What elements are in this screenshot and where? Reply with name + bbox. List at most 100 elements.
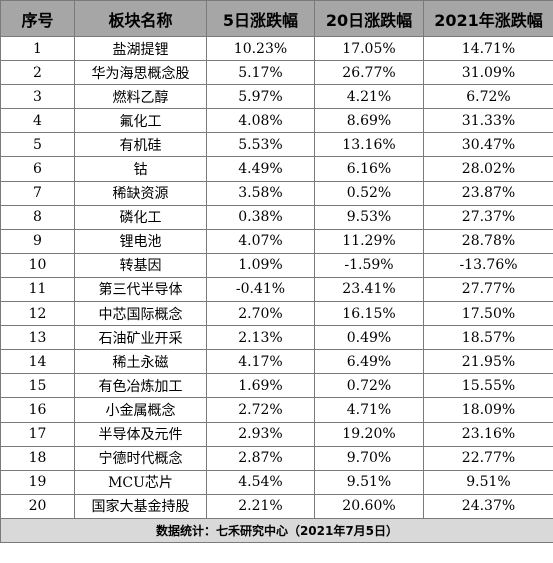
cell-sector-name: 稀缺资源 — [74, 180, 207, 206]
cell-sector-name: 华为海思概念股 — [74, 60, 207, 86]
cell-2021-change: 9.51% — [423, 469, 553, 495]
cell-20day-change: 4.21% — [314, 84, 424, 110]
cell-index: 16 — [0, 397, 75, 423]
cell-20day-change: 9.53% — [314, 204, 424, 230]
cell-sector-name: 中芯国际概念 — [74, 301, 207, 327]
cell-5day-change: 3.58% — [206, 180, 315, 206]
cell-sector-name: 半导体及元件 — [74, 421, 207, 447]
cell-5day-change: 0.38% — [206, 204, 315, 230]
cell-sector-name: 第三代半导体 — [74, 276, 207, 303]
table-row: 6 钴 4.49% 6.16% 28.02% — [0, 156, 553, 182]
cell-2021-change: 18.09% — [423, 397, 553, 423]
cell-5day-change: 5.17% — [206, 60, 315, 86]
cell-2021-change: 31.09% — [423, 60, 553, 86]
cell-5day-change: 4.17% — [206, 349, 315, 375]
cell-index: 18 — [0, 445, 75, 471]
table-row: 2 华为海思概念股 5.17% 26.77% 31.09% — [0, 60, 553, 86]
cell-2021-change: 21.95% — [423, 349, 553, 375]
table-row: 1 盐湖提锂 10.23% 17.05% 14.71% — [0, 35, 553, 62]
cell-5day-change: 4.54% — [206, 469, 315, 495]
cell-index: 8 — [0, 204, 75, 230]
table-row: 3 燃料乙醇 5.97% 4.21% 6.72% — [0, 84, 553, 110]
cell-sector-name: 有色冶炼加工 — [74, 373, 207, 399]
cell-5day-change: 4.08% — [206, 108, 315, 134]
cell-5day-change: 2.72% — [206, 397, 315, 423]
cell-20day-change: -1.59% — [314, 252, 424, 278]
table-row: 12 中芯国际概念 2.70% 16.15% 17.50% — [0, 301, 553, 327]
cell-20day-change: 11.29% — [314, 228, 424, 254]
table-header-row: 序号 板块名称 5日涨跌幅 20日涨跌幅 2021年涨跌幅 — [0, 0, 553, 37]
cell-5day-change: 2.13% — [206, 325, 315, 351]
cell-5day-change: 5.97% — [206, 84, 315, 110]
cell-2021-change: 30.47% — [423, 132, 553, 158]
cell-index: 4 — [0, 108, 75, 134]
cell-5day-change: 2.93% — [206, 421, 315, 447]
table-row: 18 宁德时代概念 2.87% 9.70% 22.77% — [0, 445, 553, 471]
cell-20day-change: 0.72% — [314, 373, 424, 399]
cell-sector-name: 小金属概念 — [74, 397, 207, 423]
cell-index: 10 — [0, 252, 75, 278]
cell-index: 14 — [0, 349, 75, 375]
cell-index: 7 — [0, 180, 75, 206]
cell-sector-name: 盐湖提锂 — [74, 35, 207, 62]
table-row: 11 第三代半导体 -0.41% 23.41% 27.77% — [0, 276, 553, 303]
table-row: 16 小金属概念 2.72% 4.71% 18.09% — [0, 397, 553, 423]
cell-2021-change: 18.57% — [423, 325, 553, 351]
cell-20day-change: 6.49% — [314, 349, 424, 375]
cell-20day-change: 17.05% — [314, 35, 424, 62]
header-index: 序号 — [0, 0, 75, 37]
table-row: 4 氟化工 4.08% 8.69% 31.33% — [0, 108, 553, 134]
cell-sector-name: 锂电池 — [74, 228, 207, 254]
cell-sector-name: 石油矿业开采 — [74, 325, 207, 351]
cell-20day-change: 16.15% — [314, 301, 424, 327]
cell-index: 19 — [0, 469, 75, 495]
cell-2021-change: 23.87% — [423, 180, 553, 206]
cell-2021-change: 17.50% — [423, 301, 553, 327]
data-source-note: 数据统计：七禾研究中心（2021年7月5日） — [0, 517, 553, 543]
cell-5day-change: 10.23% — [206, 35, 315, 62]
cell-20day-change: 20.60% — [314, 493, 424, 519]
cell-5day-change: 2.87% — [206, 445, 315, 471]
cell-sector-name: 转基因 — [74, 252, 207, 278]
cell-2021-change: 24.37% — [423, 493, 553, 519]
table-row: 9 锂电池 4.07% 11.29% 28.78% — [0, 228, 553, 254]
cell-5day-change: -0.41% — [206, 276, 315, 303]
cell-index: 12 — [0, 301, 75, 327]
cell-20day-change: 6.16% — [314, 156, 424, 182]
cell-index: 1 — [0, 35, 75, 62]
table-row: 10 转基因 1.09% -1.59% -13.76% — [0, 252, 553, 278]
cell-5day-change: 5.53% — [206, 132, 315, 158]
cell-sector-name: 国家大基金持股 — [74, 493, 207, 519]
header-sector-name: 板块名称 — [74, 0, 207, 37]
cell-20day-change: 9.51% — [314, 469, 424, 495]
cell-index: 9 — [0, 228, 75, 254]
cell-index: 13 — [0, 325, 75, 351]
cell-20day-change: 13.16% — [314, 132, 424, 158]
cell-2021-change: 28.02% — [423, 156, 553, 182]
cell-5day-change: 1.69% — [206, 373, 315, 399]
table-row: 14 稀土永磁 4.17% 6.49% 21.95% — [0, 349, 553, 375]
table-footer-row: 数据统计：七禾研究中心（2021年7月5日） — [0, 517, 553, 543]
cell-5day-change: 4.49% — [206, 156, 315, 182]
cell-sector-name: 稀土永磁 — [74, 349, 207, 375]
cell-20day-change: 4.71% — [314, 397, 424, 423]
header-20day-change: 20日涨跌幅 — [314, 0, 424, 37]
cell-sector-name: 有机硅 — [74, 132, 207, 158]
cell-2021-change: -13.76% — [423, 252, 553, 278]
table-row: 5 有机硅 5.53% 13.16% 30.47% — [0, 132, 553, 158]
cell-20day-change: 8.69% — [314, 108, 424, 134]
cell-5day-change: 1.09% — [206, 252, 315, 278]
cell-index: 20 — [0, 493, 75, 519]
cell-sector-name: 氟化工 — [74, 108, 207, 134]
header-5day-change: 5日涨跌幅 — [206, 0, 315, 37]
table-row: 19 MCU芯片 4.54% 9.51% 9.51% — [0, 469, 553, 495]
cell-2021-change: 23.16% — [423, 421, 553, 447]
table-row: 20 国家大基金持股 2.21% 20.60% 24.37% — [0, 493, 553, 519]
cell-index: 3 — [0, 84, 75, 110]
cell-sector-name: 磷化工 — [74, 204, 207, 230]
cell-20day-change: 23.41% — [314, 276, 424, 303]
cell-20day-change: 19.20% — [314, 421, 424, 447]
sector-performance-table: 序号 板块名称 5日涨跌幅 20日涨跌幅 2021年涨跌幅 1 盐湖提锂 10.23… — [0, 0, 553, 543]
cell-20day-change: 0.49% — [314, 325, 424, 351]
